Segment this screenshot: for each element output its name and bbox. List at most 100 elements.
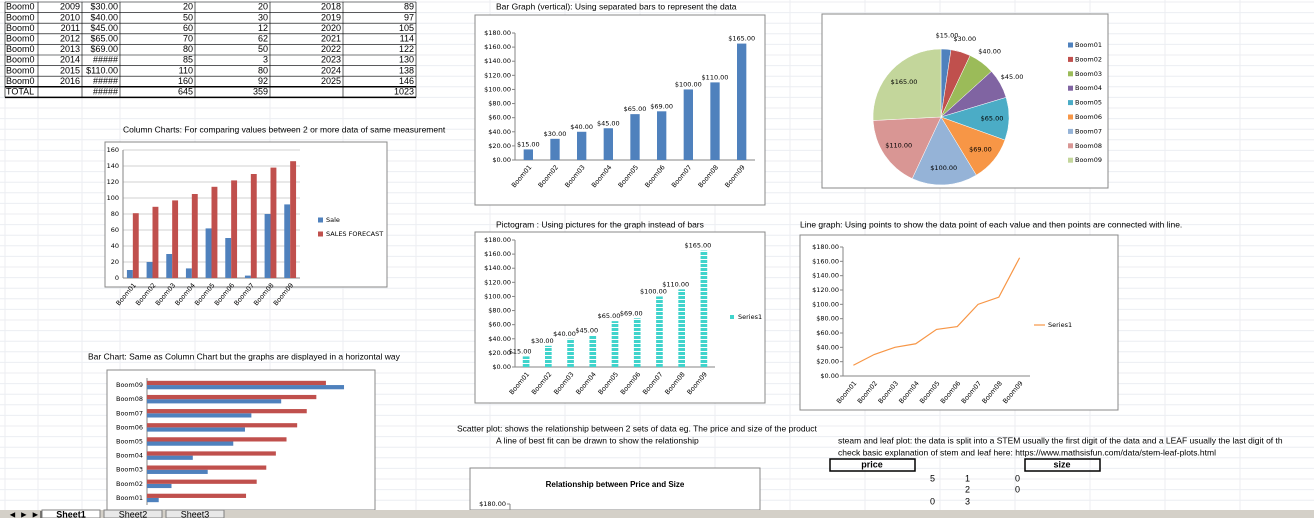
table-cell: 2019 [321,12,341,22]
table-cell: 20 [258,2,268,12]
y-tick-label: $120.00 [484,71,511,79]
table-cell: 89 [404,2,414,12]
data-label: $110.00 [702,73,729,81]
data-label: $30.00 [544,130,567,138]
legend-swatch [730,315,734,319]
y-tick-label: 100 [107,194,119,202]
bar [270,167,277,278]
stem-cell: 2 [965,484,970,494]
y-tick-label: $80.00 [816,315,839,323]
legend-label: Boom02 [1075,55,1102,63]
data-label: $100.00 [675,80,702,88]
bar [231,180,238,278]
bar [225,238,232,278]
table-cell: $30.00 [90,2,118,12]
table-cell: 1023 [394,86,414,96]
y-tick-label: Boom02 [116,480,143,488]
legend-label: Boom09 [1075,156,1102,164]
table-cell: 110 [179,65,193,75]
data-label: $45.00 [1001,73,1024,81]
table-cell: 160 [178,76,193,86]
y-tick-label: $160.00 [484,43,511,51]
bar [264,214,271,278]
picto-bar [522,356,530,367]
caption: Column Charts: For comparing values betw… [123,124,446,134]
table-cell: 62 [258,33,268,43]
table-cell: 2009 [60,2,80,12]
y-tick-label: $80.00 [488,100,511,108]
picto-bar [545,345,552,367]
bar [146,262,153,278]
stem-leaf-cells: 5 1 02 00 3 [930,473,1020,506]
caption: check basic explanation of stem and leaf… [838,447,1216,457]
table-cell: 2021 [321,33,341,43]
table-cell: Boom0 [6,12,35,22]
legend-label: Boom03 [1075,70,1102,78]
chart-frame [469,467,761,511]
sheet-tab-label[interactable]: Sheet3 [181,509,210,518]
sheet-tab-label[interactable]: Sheet1 [56,509,86,518]
bar [147,437,287,442]
data-label: $165.00 [728,35,755,43]
stem-header: size [1053,459,1070,469]
data-label: $65.00 [624,105,647,113]
table-cell: 138 [399,65,414,75]
y-tick-label: Boom04 [116,452,143,460]
table-cell: $69.00 [90,44,118,54]
table-cell: 359 [253,86,268,96]
pie-slice [872,116,942,179]
bar [603,128,613,160]
bar [523,149,533,160]
table-cell: 2011 [61,23,80,33]
sheet-tab[interactable] [41,509,101,518]
table-cell: 92 [258,76,268,86]
table-cell: $45.00 [90,23,118,33]
data-label: $165.00 [684,242,711,250]
table-cell: 2012 [60,33,80,43]
sheet-tab[interactable] [165,509,225,518]
legend-swatch [1068,71,1073,77]
y-tick-label: $160.00 [812,257,839,265]
table-cell: 2013 [60,44,80,54]
legend-swatch [1068,42,1073,48]
data-label: $100.00 [930,164,957,172]
data-label: $30.00 [953,35,976,43]
caption: Bar Graph (vertical): Using separated ba… [496,1,737,11]
bar [737,43,747,161]
table-cell: 2024 [321,65,341,75]
table-cell: 2023 [321,55,341,65]
data-label: $110.00 [885,141,912,149]
y-tick-label: $140.00 [484,57,511,65]
data-label: $40.00 [978,48,1001,56]
y-tick-label: $140.00 [484,264,511,272]
chart-frame [799,234,1119,411]
y-tick-label: $100.00 [484,292,511,300]
picto-bar [567,338,574,367]
caption: Scatter plot: shows the relationship bet… [457,423,818,433]
table-cell: 645 [178,86,193,96]
y-tick-label: $120.00 [484,278,511,286]
sheet-tab[interactable] [103,509,163,518]
table-cell: Boom0 [6,33,35,43]
sheet-tab-label[interactable]: Sheet2 [119,509,148,518]
bar [147,409,307,414]
y-tick-label: $0.00 [820,372,839,380]
bar [211,186,218,278]
bar [172,200,179,278]
caption: Bar Chart: Same as Column Chart but the … [88,351,401,361]
caption: steam and leaf plot: the data is split i… [838,435,1283,445]
y-tick-label: $40.00 [488,128,511,136]
bar [630,114,640,160]
y-tick-label: 160 [107,146,119,154]
table-cell: 105 [399,23,414,33]
table-cell: 97 [404,12,414,22]
table-cell: 114 [400,33,414,43]
stem-cell: 5 [930,473,935,483]
legend-label: Series1 [1048,321,1072,329]
tab-nav[interactable]: ◄ ► ►| [8,509,42,518]
legend-label: Sale [326,216,340,224]
line-series [853,257,1021,366]
data-label: $40.00 [570,123,593,131]
data-label: $110.00 [662,280,689,288]
